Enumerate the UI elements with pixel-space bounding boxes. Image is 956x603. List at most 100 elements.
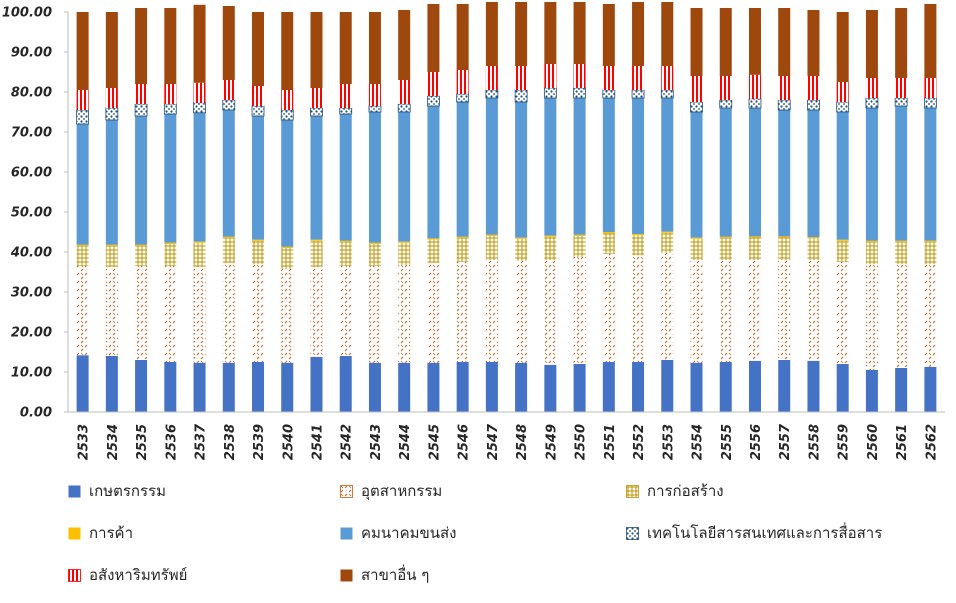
bar-segment-2542-s4 (339, 114, 352, 241)
bar-segment-2541-s7 (310, 12, 323, 88)
bar-segment-2543-s3 (368, 242, 381, 244)
bar-segment-2538-s6 (222, 80, 235, 100)
bar-segment-2543-s2 (368, 244, 381, 266)
bar-segment-2558-s6 (807, 76, 820, 100)
legend-item: อสังหาริมทรัพย์ (68, 562, 187, 588)
bar-segment-2538-s5 (222, 99, 236, 111)
y-tick-label: 10.00 (11, 366, 52, 381)
bar-segment-2533-s0 (76, 355, 89, 412)
bar-segment-2533-s4 (76, 124, 89, 245)
x-tick-label: 2539 (252, 424, 267, 460)
bar-segment-2557-s7 (778, 8, 791, 76)
bar-segment-2554-s5 (690, 101, 703, 113)
bar-segment-2550-s3 (573, 234, 586, 236)
x-tick-label: 2552 (632, 424, 647, 460)
bar-segment-2535-s4 (135, 116, 148, 245)
legend-swatch (340, 569, 353, 581)
bar-segment-2534-s6 (105, 88, 118, 108)
bar-segment-2535-s2 (135, 246, 148, 266)
bar-segment-2538-s2 (222, 238, 235, 263)
bar-segment-2551-s5 (602, 89, 616, 99)
bar-segment-2550-s0 (573, 364, 586, 412)
bar-segment-2543-s7 (368, 12, 381, 84)
bar-segment-2541-s6 (310, 88, 323, 108)
bar-segment-2553-s2 (661, 232, 674, 253)
bar-segment-2557-s0 (778, 360, 791, 412)
legend-swatch (68, 527, 81, 539)
legend-item: เกษตรกรรม (68, 478, 166, 504)
y-tick-label: 40.00 (10, 246, 52, 261)
bar-segment-2557-s5 (777, 99, 791, 111)
x-tick-label: 2545 (427, 424, 442, 460)
x-tick-label: 2562 (924, 424, 939, 460)
bar-segment-2560-s0 (865, 370, 878, 412)
bar-segment-2540-s7 (281, 12, 294, 90)
bar-segment-2558-s5 (807, 99, 820, 111)
bar-segment-2543-s4 (368, 112, 381, 243)
bar-segment-2546-s4 (456, 102, 469, 237)
x-tick-label: 2561 (895, 424, 910, 460)
bar-segment-2537-s7 (193, 4, 206, 83)
bar-segment-2541-s3 (310, 239, 323, 241)
bar-segment-2547-s3 (485, 234, 498, 236)
bar-segment-2550-s1 (573, 256, 586, 364)
bar-segment-2559-s0 (836, 364, 849, 412)
bar-segment-2561-s2 (895, 242, 908, 264)
bar-segment-2546-s5 (456, 93, 470, 103)
bar-segment-2555-s3 (719, 236, 732, 238)
legend-swatch (340, 527, 353, 539)
bar-segment-2542-s1 (339, 266, 352, 356)
bar-segment-2537-s5 (193, 102, 206, 114)
x-tick-label: 2538 (223, 424, 238, 460)
bar-segment-2549-s4 (544, 98, 557, 236)
bar-segment-2558-s1 (807, 260, 820, 361)
bar-segment-2547-s7 (485, 2, 498, 66)
bar-segment-2537-s1 (193, 266, 206, 363)
x-tick-label: 2557 (778, 423, 793, 460)
bar-segment-2544-s3 (398, 241, 411, 243)
bar-segment-2547-s0 (485, 362, 498, 412)
bar-segment-2560-s1 (865, 264, 878, 370)
bar-segment-2556-s2 (748, 237, 761, 260)
bar-segment-2549-s5 (543, 87, 557, 99)
bar-segment-2558-s2 (807, 238, 820, 260)
bar-segment-2534-s7 (105, 12, 118, 88)
bar-segment-2548-s4 (515, 102, 528, 238)
x-tick-label: 2549 (544, 424, 559, 460)
bar-segment-2559-s6 (836, 82, 849, 102)
x-tick-label: 2543 (369, 424, 384, 460)
bar-segment-2556-s1 (748, 260, 761, 361)
bar-segment-2548-s7 (515, 2, 528, 66)
y-tick-label: 70.00 (11, 126, 52, 141)
bar-segment-2561-s5 (894, 97, 908, 107)
bar-segment-2554-s1 (690, 260, 703, 363)
bar-segment-2562-s3 (924, 240, 937, 242)
x-tick-label: 2547 (486, 423, 501, 460)
bar-segment-2542-s5 (339, 107, 353, 115)
y-tick-label: 90.00 (11, 46, 52, 61)
bar-segment-2555-s1 (719, 260, 732, 362)
bar-segment-2534-s0 (105, 356, 118, 412)
bar-segment-2534-s5 (105, 107, 119, 121)
bar-segment-2550-s7 (573, 2, 586, 64)
bar-segment-2544-s7 (398, 10, 411, 80)
bar-segment-2556-s0 (748, 360, 761, 412)
x-tick-label: 2534 (106, 424, 121, 460)
x-tick-label: 2559 (837, 424, 852, 460)
bar-segment-2546-s3 (456, 236, 469, 238)
bar-segment-2561-s4 (895, 106, 908, 241)
bar-segment-2548-s2 (515, 238, 528, 261)
bar-segment-2541-s1 (310, 266, 323, 357)
bars-group (76, 2, 937, 412)
bar-segment-2549-s0 (544, 364, 557, 412)
bar-segment-2550-s2 (573, 236, 586, 257)
bar-segment-2541-s2 (310, 240, 323, 267)
bar-segment-2552-s0 (632, 362, 645, 412)
y-tick-label: 80.00 (11, 86, 52, 101)
bar-segment-2560-s4 (865, 108, 878, 241)
bar-segment-2554-s0 (690, 362, 703, 412)
bar-segment-2561-s3 (895, 240, 908, 242)
bar-segment-2562-s4 (924, 108, 937, 241)
bar-segment-2545-s5 (427, 95, 440, 107)
bar-segment-2535-s1 (135, 266, 148, 360)
